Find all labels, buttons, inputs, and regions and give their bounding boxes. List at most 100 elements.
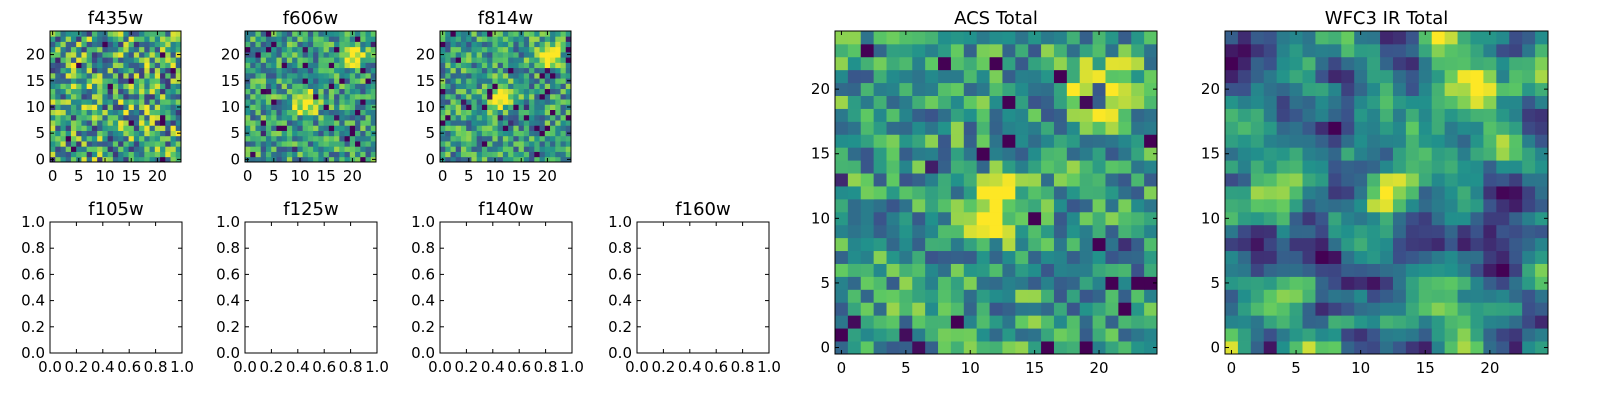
heatmap-cell	[899, 31, 913, 45]
heatmap-cell	[313, 151, 319, 158]
heatmap-cell	[255, 141, 262, 147]
heatmap-cell	[1263, 160, 1278, 174]
heatmap-cell	[1276, 69, 1290, 84]
heatmap-cell	[1392, 186, 1407, 200]
heatmap-cell	[328, 135, 335, 142]
heatmap-cell	[1002, 186, 1016, 200]
heatmap-cell	[144, 57, 150, 63]
heatmap-cell	[144, 125, 150, 131]
heatmap-cell	[1053, 211, 1068, 226]
heatmap-cell	[70, 104, 77, 110]
heatmap-cell	[370, 62, 377, 69]
x-tick-label: 0.0	[38, 358, 62, 376]
heatmap-cell	[1066, 237, 1081, 252]
heatmap-cell	[334, 67, 340, 74]
heatmap-cell	[334, 130, 340, 137]
heatmap-cell	[1354, 315, 1368, 329]
heatmap-cell	[260, 125, 267, 131]
heatmap-cell	[550, 46, 556, 53]
heatmap-cell	[286, 78, 293, 84]
heatmap-cell	[1250, 69, 1265, 84]
heatmap-cell	[1263, 108, 1278, 122]
heatmap-cell	[523, 51, 530, 58]
heatmap-cell	[1405, 43, 1420, 58]
heatmap-cell	[1457, 173, 1471, 187]
heatmap-cell	[144, 151, 150, 158]
heatmap-cell	[835, 160, 849, 174]
heatmap-cell	[1131, 289, 1145, 303]
heatmap-cell	[513, 93, 519, 100]
heatmap-cell	[112, 46, 119, 53]
heatmap-cell	[1367, 31, 1381, 45]
heatmap-cell	[1079, 302, 1093, 316]
heatmap-cell	[1131, 341, 1145, 355]
heatmap-cell	[334, 109, 340, 116]
heatmap-cell	[170, 104, 177, 110]
heatmap-cell	[487, 114, 493, 121]
heatmap-cell	[154, 104, 161, 110]
x-tick-label: 15	[512, 167, 531, 185]
heatmap-cell	[286, 46, 293, 53]
heatmap-cell	[1092, 160, 1106, 174]
heatmap-cell	[70, 120, 77, 126]
heatmap-cell	[1354, 211, 1368, 226]
heatmap-cell	[492, 78, 499, 84]
heatmap-cell	[144, 72, 150, 79]
heatmap-cell	[938, 224, 952, 239]
heatmap-cell	[1483, 224, 1497, 239]
heatmap-cell	[339, 41, 345, 48]
heatmap-cell	[302, 151, 309, 158]
heatmap-cell	[97, 130, 103, 137]
heatmap-cell	[1225, 328, 1239, 342]
heatmap-cell	[55, 99, 61, 105]
heatmap-cell	[91, 36, 98, 42]
heatmap-cell	[1341, 82, 1355, 96]
heatmap-cell	[349, 125, 356, 131]
heatmap-cell	[1276, 224, 1290, 239]
heatmap-cell	[1105, 198, 1119, 213]
heatmap-cell	[1522, 31, 1536, 45]
heatmap-cell	[1250, 160, 1265, 174]
heatmap-cell	[302, 156, 309, 163]
heatmap-cell	[938, 95, 952, 109]
heatmap-cell	[60, 51, 67, 58]
heatmap-cell	[476, 36, 483, 42]
heatmap-cell	[307, 31, 314, 37]
heatmap-cell	[318, 99, 324, 105]
heatmap-cell	[123, 51, 129, 58]
heatmap-cell	[1392, 160, 1407, 174]
heatmap-cell	[76, 88, 82, 95]
heatmap-cell	[50, 36, 56, 42]
heatmap-cell	[60, 46, 67, 53]
heatmap-cell	[344, 67, 351, 74]
heatmap-cell	[1380, 147, 1394, 161]
heatmap-cell	[886, 173, 900, 187]
heatmap-cell	[873, 224, 887, 239]
heatmap-cell	[938, 121, 952, 135]
heatmap-cell	[292, 36, 298, 42]
heatmap-cell	[118, 114, 124, 121]
heatmap-cell	[1118, 134, 1132, 148]
heatmap-cell	[360, 125, 366, 131]
heatmap-cell	[160, 67, 166, 74]
heatmap-cell	[1066, 302, 1081, 316]
heatmap-cell	[1015, 147, 1029, 161]
heatmap-cell	[81, 156, 88, 163]
heatmap-cell	[1066, 31, 1081, 45]
heatmap-cell	[112, 120, 119, 126]
heatmap-cell	[455, 72, 462, 79]
heatmap-cell	[1118, 56, 1132, 71]
heatmap-cell	[144, 83, 150, 90]
heatmap-cell	[86, 51, 93, 58]
heatmap-cell	[1263, 263, 1278, 277]
heatmap-cell	[460, 156, 467, 163]
heatmap-cell	[497, 83, 504, 90]
heatmap-cell	[250, 141, 256, 147]
heatmap-cell	[1496, 302, 1510, 316]
heatmap-cell	[835, 224, 849, 239]
heatmap-cell	[86, 109, 93, 116]
heatmap-cell	[107, 46, 114, 53]
heatmap-cell	[487, 78, 493, 84]
heatmap-cell	[476, 104, 483, 110]
